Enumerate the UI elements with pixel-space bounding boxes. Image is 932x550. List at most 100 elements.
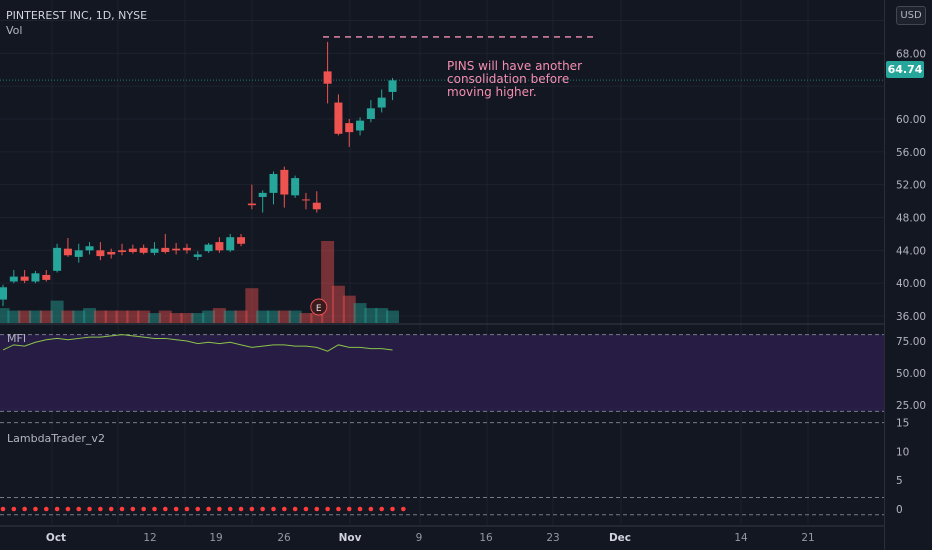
lambdatrader-indicator xyxy=(0,422,884,516)
lambdatrader-panel-title: LambdaTrader_v2 xyxy=(7,432,105,445)
volume-bar xyxy=(7,310,21,323)
lambdatrader-dot xyxy=(195,506,201,512)
lambdatrader-dot xyxy=(357,506,363,512)
candle xyxy=(280,166,289,208)
candle-body xyxy=(20,276,29,281)
chart-annotation[interactable]: PINS will have another consolidation bef… xyxy=(447,60,597,99)
annotation-line: moving higher. xyxy=(447,85,537,99)
candle-body xyxy=(247,203,256,206)
volume-bar xyxy=(386,310,400,323)
time-tick-label: 21 xyxy=(801,532,814,544)
candle-body xyxy=(193,254,202,257)
price-tick-label: 68.00 xyxy=(896,48,926,60)
volume-bar xyxy=(50,300,64,323)
volume-bar xyxy=(126,310,140,323)
candles xyxy=(0,41,397,307)
lambdatrader-dot xyxy=(0,506,6,512)
candle xyxy=(204,242,213,253)
candle xyxy=(128,244,137,254)
candle-body xyxy=(269,173,278,193)
mfi-tick-label: 75.00 xyxy=(896,336,926,348)
candle xyxy=(377,89,386,113)
price-tick-label: 52.00 xyxy=(896,180,926,192)
volume-bar xyxy=(61,310,75,323)
candle-body xyxy=(204,244,213,252)
lambdatrader-dot xyxy=(401,506,406,512)
candle-body xyxy=(96,250,105,257)
lambdatrader-dot xyxy=(217,506,222,512)
candle xyxy=(301,192,310,210)
candle xyxy=(247,184,256,210)
currency-button[interactable]: USD xyxy=(896,6,926,25)
price-tick-label: 44.00 xyxy=(896,245,926,257)
lambdatrader-dot xyxy=(238,506,244,512)
earnings-marker-label: E xyxy=(316,304,322,314)
time-tick-label: 16 xyxy=(479,532,493,544)
candle-body xyxy=(258,192,267,197)
mfi-line xyxy=(2,334,393,352)
volume-bar xyxy=(375,308,389,323)
time-tick-label: 19 xyxy=(209,532,222,544)
volume-bar xyxy=(83,308,97,323)
mfi-band xyxy=(0,334,884,412)
volume-bar xyxy=(342,295,356,323)
lambdatrader-dot xyxy=(98,506,103,512)
price-tick-label: 40.00 xyxy=(896,278,926,290)
lambdatrader-dot xyxy=(130,506,136,512)
lambdatrader-dot xyxy=(249,506,255,512)
candle-body xyxy=(42,274,51,280)
candle xyxy=(312,191,321,213)
time-tick-label: 23 xyxy=(546,532,559,544)
lambdatrader-dot xyxy=(33,506,38,512)
candle-body xyxy=(139,247,148,253)
candle xyxy=(96,242,105,261)
candle-body xyxy=(388,80,397,92)
volume-label[interactable]: Vol xyxy=(6,24,23,37)
grid-lines xyxy=(0,0,884,525)
candle-body xyxy=(356,120,365,131)
lambdatrader-dot xyxy=(325,506,330,512)
volume-bar xyxy=(147,313,161,323)
candle-body xyxy=(161,247,170,252)
lambdatrader-dot xyxy=(292,506,298,512)
candle-body xyxy=(118,250,127,252)
candle-body xyxy=(9,276,18,282)
candle-body xyxy=(0,287,7,300)
candle xyxy=(258,190,267,213)
candle xyxy=(118,243,127,256)
lambdatrader-tick-label: 0 xyxy=(896,504,903,516)
candle-body xyxy=(312,202,321,210)
time-tick-label: Oct xyxy=(46,532,66,544)
volume-bar xyxy=(288,310,302,323)
symbol-title[interactable]: PINTEREST INC, 1D, NYSE xyxy=(6,9,148,22)
candle-body xyxy=(53,247,62,271)
candle xyxy=(85,242,94,255)
lambdatrader-dot xyxy=(65,506,71,512)
volume-bar xyxy=(18,310,32,323)
candle xyxy=(150,242,159,256)
candle xyxy=(193,251,202,261)
volume-bar xyxy=(364,308,378,323)
candle-body xyxy=(150,248,159,253)
volume-bar xyxy=(39,310,53,323)
price-tick-label: 60.00 xyxy=(896,114,926,126)
volume-bar xyxy=(223,310,237,323)
volume-bar xyxy=(256,310,270,323)
mfi-indicator xyxy=(0,334,884,412)
candle-body xyxy=(291,178,300,196)
volume-bar xyxy=(104,310,118,323)
candle xyxy=(237,233,246,247)
annotation-line: PINS will have another xyxy=(447,59,582,73)
last-price-tag: 64.74 xyxy=(886,61,924,78)
lambdatrader-dot xyxy=(346,506,352,512)
lambdatrader-dot xyxy=(173,506,179,512)
price-tick-label: 36.00 xyxy=(896,311,926,323)
lambdatrader-tick-label: 5 xyxy=(896,475,903,487)
lambdatrader-dot xyxy=(43,506,49,512)
volume-bar xyxy=(191,313,205,323)
candle xyxy=(388,77,397,101)
candle-body xyxy=(226,237,235,251)
time-tick-label: Nov xyxy=(339,532,362,544)
volume-bar xyxy=(245,288,259,323)
